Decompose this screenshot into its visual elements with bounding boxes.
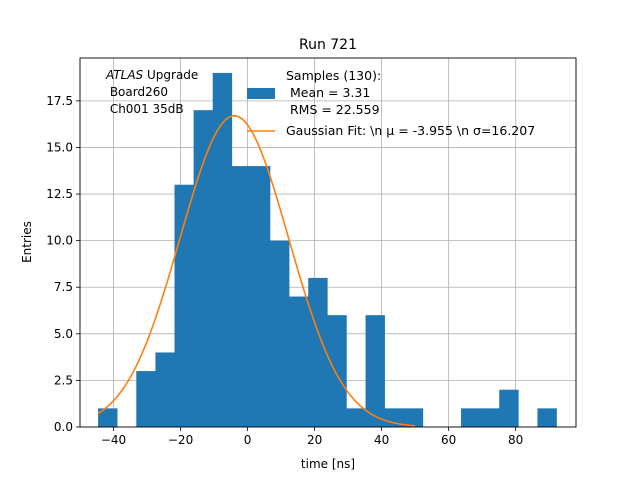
annotation-upgrade: Upgrade — [143, 68, 198, 82]
y-tick-label: 0.0 — [54, 420, 73, 434]
histogram-bar — [327, 315, 347, 427]
annotation-line-1: ATLAS Upgrade — [105, 68, 198, 82]
histogram-bar — [365, 315, 385, 427]
x-tick-label: −40 — [101, 433, 126, 447]
annotation-line-2: Board260 — [106, 85, 168, 99]
y-tick-label: 10.0 — [46, 234, 73, 248]
x-tick-label: 0 — [244, 433, 252, 447]
y-tick-label: 7.5 — [54, 280, 73, 294]
histogram-bar — [212, 72, 233, 427]
histogram-bar — [155, 352, 175, 427]
x-tick-label: 20 — [307, 433, 322, 447]
grid — [80, 58, 576, 428]
histogram-bar — [308, 277, 328, 427]
histogram-bar — [250, 166, 271, 427]
y-axis-label: Entries — [20, 221, 34, 263]
y-tick-label: 17.5 — [46, 94, 73, 108]
legend-hist-line-2: Mean = 3.31 — [286, 85, 370, 100]
histogram-bar — [461, 408, 481, 427]
histogram-bar — [346, 408, 366, 427]
x-tick-label: −20 — [168, 433, 193, 447]
x-tick-label: 60 — [441, 433, 456, 447]
y-tick-label: 12.5 — [46, 187, 73, 201]
gaussian-fit-curve — [97, 114, 416, 427]
annotation-atlas: ATLAS — [105, 68, 144, 82]
legend-hist-line-1: Samples (130): — [286, 68, 381, 83]
histogram-bar — [193, 110, 214, 427]
y-tick-label: 15.0 — [46, 140, 73, 154]
y-tick-label: 5.0 — [54, 327, 73, 341]
plot-frame — [79, 57, 577, 428]
x-tick-label: 80 — [508, 433, 523, 447]
histogram-bar — [537, 408, 557, 427]
legend-hist-swatch — [247, 88, 275, 99]
y-tick-label: 2.5 — [54, 373, 73, 387]
x-tick-label: 40 — [374, 433, 389, 447]
legend: Samples (130): Mean = 3.31 RMS = 22.559 … — [247, 68, 535, 138]
x-axis-label: time [ns] — [301, 457, 355, 471]
histogram-bar — [231, 166, 252, 427]
histogram-bar — [174, 184, 194, 427]
histogram-bar — [98, 408, 118, 427]
atlas-annotation: ATLAS Upgrade Board260 Ch001 35dB — [105, 68, 198, 116]
annotation-line-3: Ch001 35dB — [106, 102, 184, 116]
histogram-bar — [403, 408, 424, 427]
histogram-bar — [136, 371, 156, 427]
histogram-bar — [480, 408, 500, 427]
histogram-bar — [270, 240, 290, 427]
histogram-bars — [98, 72, 557, 427]
histogram-bar — [289, 296, 309, 427]
histogram-bar — [499, 389, 519, 427]
chart-title: Run 721 — [299, 37, 357, 53]
y-axis-ticks: 0.0 2.5 5.0 7.5 10.0 12.5 15.0 17.5 — [46, 94, 80, 434]
legend-hist-line-3: RMS = 22.559 — [286, 102, 380, 117]
x-axis-ticks: −40 −20 0 20 40 60 80 — [101, 427, 523, 447]
legend-fit-label: Gaussian Fit: \n μ = -3.955 \n σ=16.207 — [286, 123, 535, 138]
